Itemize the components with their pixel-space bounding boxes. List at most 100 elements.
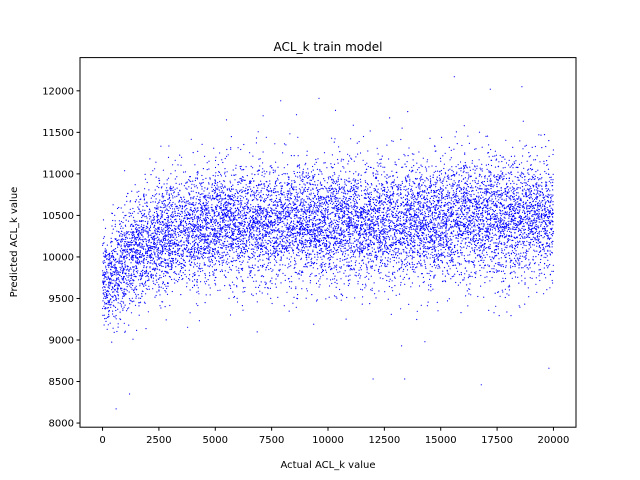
scatter-point — [254, 274, 256, 276]
scatter-point — [317, 252, 319, 254]
scatter-point — [394, 277, 396, 279]
scatter-point — [196, 221, 198, 223]
scatter-point — [277, 252, 279, 254]
scatter-point — [538, 178, 541, 180]
scatter-point — [317, 211, 319, 213]
scatter-point — [518, 187, 520, 189]
scatter-point — [119, 249, 121, 251]
scatter-point — [514, 209, 516, 212]
scatter-point — [446, 239, 448, 241]
scatter-point — [203, 233, 205, 235]
scatter-point — [503, 213, 505, 215]
scatter-point — [209, 197, 211, 199]
scatter-point — [341, 295, 344, 297]
scatter-point — [421, 232, 424, 234]
scatter-point — [326, 247, 328, 249]
scatter-point — [392, 273, 394, 276]
scatter-point — [359, 207, 362, 209]
scatter-point — [224, 240, 226, 243]
scatter-point — [528, 259, 530, 261]
scatter-point — [273, 252, 275, 255]
scatter-point — [348, 207, 350, 209]
scatter-point — [115, 298, 117, 300]
scatter-point — [122, 277, 124, 279]
scatter-point — [544, 209, 546, 211]
scatter-point — [344, 270, 346, 272]
scatter-point — [475, 235, 477, 237]
scatter-point — [474, 216, 476, 218]
scatter-point — [220, 187, 222, 190]
scatter-point — [357, 247, 359, 249]
scatter-point — [158, 258, 160, 260]
scatter-point — [514, 264, 516, 266]
scatter-point — [469, 194, 471, 196]
scatter-point — [141, 252, 144, 255]
scatter-point — [504, 189, 506, 191]
scatter-point — [397, 193, 399, 195]
scatter-point — [524, 228, 527, 231]
scatter-point — [407, 176, 409, 178]
scatter-point — [256, 255, 259, 258]
scatter-point — [473, 231, 475, 233]
scatter-point — [272, 201, 275, 203]
scatter-point — [213, 147, 215, 149]
scatter-point — [288, 239, 290, 241]
scatter-point — [395, 237, 397, 239]
scatter-point — [512, 198, 515, 200]
scatter-point — [348, 208, 350, 210]
scatter-point — [331, 154, 333, 156]
scatter-point — [148, 211, 150, 213]
scatter-point — [163, 204, 165, 206]
scatter-point — [225, 254, 227, 256]
scatter-point — [134, 288, 136, 290]
scatter-point — [351, 222, 353, 224]
scatter-point — [381, 243, 384, 245]
scatter-point — [352, 199, 354, 201]
scatter-point — [105, 265, 107, 267]
scatter-point — [469, 283, 471, 285]
scatter-point — [142, 254, 144, 256]
scatter-point — [204, 281, 206, 283]
scatter-point — [269, 183, 271, 185]
scatter-point — [191, 247, 193, 249]
scatter-point — [196, 265, 198, 267]
scatter-point — [133, 219, 135, 221]
scatter-point — [525, 264, 527, 266]
scatter-point — [357, 241, 359, 243]
scatter-point — [543, 214, 545, 216]
scatter-point — [492, 223, 494, 226]
scatter-point — [242, 309, 244, 311]
scatter-point — [196, 227, 198, 229]
scatter-point — [210, 258, 213, 260]
scatter-point — [280, 214, 282, 216]
scatter-point — [342, 221, 345, 223]
scatter-point — [310, 273, 312, 276]
scatter-point — [160, 241, 162, 243]
scatter-point — [540, 258, 542, 261]
scatter-point — [397, 212, 399, 215]
scatter-point — [213, 240, 215, 242]
scatter-point — [167, 219, 169, 221]
scatter-point — [172, 214, 174, 216]
scatter-point — [520, 197, 522, 199]
scatter-point — [397, 208, 399, 210]
scatter-point — [142, 262, 144, 264]
scatter-point — [210, 199, 212, 201]
scatter-point — [419, 221, 422, 223]
scatter-point — [415, 201, 417, 203]
scatter-point — [349, 233, 351, 235]
scatter-point — [499, 295, 501, 297]
scatter-point — [407, 155, 409, 157]
scatter-point — [421, 209, 423, 211]
scatter-point — [534, 239, 536, 241]
scatter-point — [362, 210, 365, 212]
scatter-point — [177, 227, 179, 229]
scatter-point — [479, 230, 482, 232]
scatter-point — [333, 208, 335, 210]
scatter-point — [130, 273, 133, 275]
scatter-point — [275, 220, 277, 222]
scatter-point — [407, 209, 409, 211]
scatter-point — [447, 196, 449, 198]
scatter-point — [329, 176, 331, 178]
scatter-point — [533, 193, 536, 195]
